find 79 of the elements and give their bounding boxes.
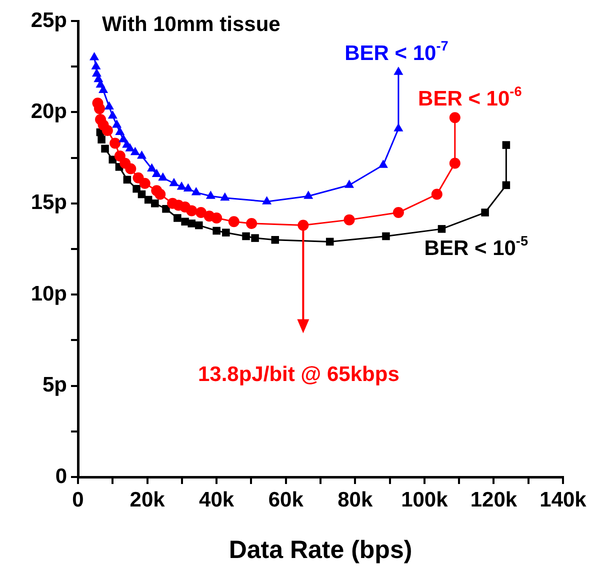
- point: [344, 180, 354, 188]
- point: [195, 221, 203, 230]
- point: [438, 225, 446, 233]
- point: [123, 176, 132, 184]
- point: [98, 84, 108, 94]
- point: [392, 207, 404, 218]
- point: [212, 226, 220, 235]
- point: [110, 138, 121, 149]
- point: [502, 141, 510, 149]
- point: [112, 119, 122, 128]
- point: [104, 101, 114, 110]
- point: [101, 144, 109, 153]
- x-tick-label: 100k: [401, 488, 448, 512]
- x-tick-label: 120k: [470, 488, 518, 512]
- point: [162, 204, 170, 213]
- point: [449, 112, 460, 124]
- point: [449, 158, 460, 169]
- point: [344, 214, 355, 226]
- point: [382, 232, 390, 240]
- point: [125, 143, 135, 152]
- point: [502, 181, 510, 190]
- point: [115, 126, 125, 136]
- point: [378, 160, 388, 168]
- x-tick-label: 20k: [130, 488, 166, 512]
- x-tick-label: 80k: [338, 488, 373, 512]
- point: [169, 178, 179, 186]
- point: [431, 188, 442, 200]
- point: [158, 172, 168, 181]
- point: [90, 52, 100, 60]
- x-tick-label: 60k: [268, 488, 304, 512]
- point: [191, 186, 201, 196]
- point: [91, 61, 101, 70]
- y-tick-label: 20p: [30, 100, 67, 123]
- point: [394, 123, 404, 132]
- point: [304, 190, 314, 199]
- point: [195, 207, 206, 218]
- point: [246, 218, 258, 229]
- point: [108, 110, 118, 119]
- point: [394, 66, 404, 75]
- y-tick-label: 10p: [30, 282, 67, 306]
- point: [102, 124, 113, 136]
- point: [228, 216, 240, 228]
- point: [271, 236, 280, 244]
- point: [262, 196, 272, 204]
- point: [176, 181, 186, 190]
- y-tick-label: 15p: [30, 191, 67, 214]
- point: [130, 146, 140, 156]
- point: [114, 150, 126, 162]
- point: [481, 208, 489, 216]
- point: [152, 168, 162, 177]
- y-tick-label: 0: [55, 464, 67, 488]
- point: [251, 234, 259, 242]
- point: [174, 214, 182, 222]
- annotation: 13.8pJ/bit @ 65kbps: [198, 363, 400, 386]
- point: [206, 190, 216, 199]
- x-axis-title: Data Rate (bps): [228, 536, 412, 564]
- y-tick-label: 25p: [30, 8, 67, 32]
- point: [94, 103, 105, 114]
- point: [326, 238, 334, 246]
- y-tick-label: 5p: [42, 374, 67, 397]
- point: [151, 200, 159, 208]
- point: [139, 178, 150, 189]
- point: [138, 190, 146, 198]
- x-tick-label: 0: [72, 488, 84, 512]
- point: [147, 163, 157, 172]
- x-tick-label: 140k: [540, 488, 587, 512]
- point: [211, 212, 222, 224]
- x-tick-label: 40k: [199, 488, 234, 512]
- point: [183, 183, 193, 192]
- point: [186, 205, 198, 216]
- chart-title: With 10mm tissue: [102, 13, 280, 36]
- point: [188, 220, 196, 228]
- point: [242, 232, 250, 240]
- point: [136, 150, 147, 159]
- point: [125, 163, 136, 174]
- point: [154, 188, 166, 200]
- point: [98, 136, 106, 144]
- point: [220, 192, 230, 201]
- point: [222, 228, 230, 236]
